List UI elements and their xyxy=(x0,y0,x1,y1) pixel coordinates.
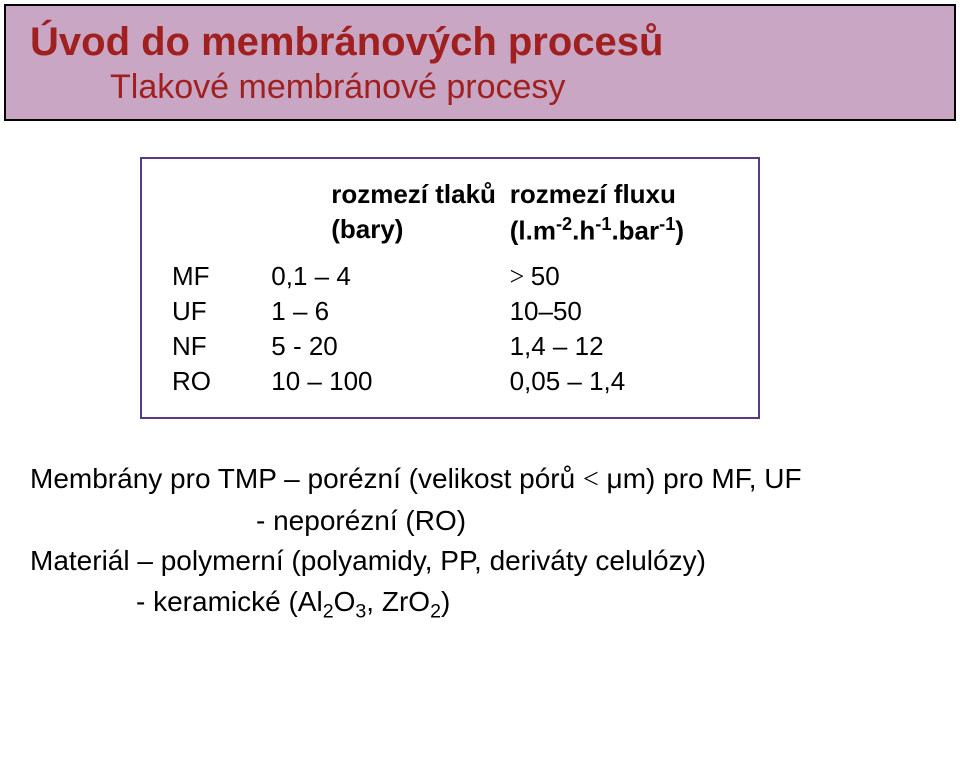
page-subtitle: Tlakové membránové procesy xyxy=(30,68,930,107)
hdr-flux-end: ) xyxy=(675,216,684,246)
table-row: UF 1 – 6 10–50 xyxy=(172,294,728,329)
table-row: MF 0,1 – 4 > 50 xyxy=(172,259,728,294)
table-row: NF 5 - 20 1,4 – 12 xyxy=(172,329,728,364)
table-header-pressure: rozmezí tlaků (bary) xyxy=(271,177,510,249)
hdr-flux-exp2: -1 xyxy=(595,214,611,234)
body-line1-mu: μ xyxy=(599,463,623,494)
body-line4-mid2: , ZrO xyxy=(366,586,430,617)
cell-flux: > 50 xyxy=(510,259,728,294)
body-line-1: Membrány pro TMP – porézní (velikost pór… xyxy=(30,459,960,501)
body-line1-post: m) pro MF, UF xyxy=(623,463,802,494)
table-row: RO 10 – 100 0,05 – 1,4 xyxy=(172,364,728,399)
hdr-flux-exp1: -2 xyxy=(556,214,572,234)
body-line-4: - keramické (Al2O3, ZrO2) xyxy=(30,582,960,626)
cell-process: NF xyxy=(172,329,271,364)
cell-flux: 0,05 – 1,4 xyxy=(510,364,728,399)
cell-flux: 1,4 – 12 xyxy=(510,329,728,364)
page-title: Úvod do membránových procesů xyxy=(30,18,930,66)
cell-flux-val: 50 xyxy=(531,261,560,291)
cell-process: MF xyxy=(172,259,271,294)
body-text: Membrány pro TMP – porézní (velikost pór… xyxy=(30,459,960,626)
cell-pressure: 1 – 6 xyxy=(271,294,509,329)
body-line-3: Materiál – polymerní (polyamidy, PP, der… xyxy=(30,541,960,582)
body-line-2: - neporézní (RO) xyxy=(30,501,960,542)
hdr-flux-exp3: -1 xyxy=(659,214,675,234)
table-header-col1 xyxy=(172,177,271,249)
cell-pressure: 10 – 100 xyxy=(271,364,509,399)
cell-flux: 10–50 xyxy=(510,294,728,329)
pressure-flux-table: rozmezí tlaků (bary) rozmezí fluxu (l.m-… xyxy=(140,157,760,419)
cell-pressure: 5 - 20 xyxy=(271,329,509,364)
body-line1-lt: < xyxy=(583,464,599,495)
table-header-flux: rozmezí fluxu (l.m-2.h-1.bar-1) xyxy=(510,177,728,249)
cell-pressure: 0,1 – 4 xyxy=(271,259,509,294)
body-line4-s1: 2 xyxy=(323,601,334,623)
body-line4-s3: 2 xyxy=(430,601,441,623)
title-header: Úvod do membránových procesů Tlakové mem… xyxy=(4,4,956,121)
cell-process: UF xyxy=(172,294,271,329)
cell-process: RO xyxy=(172,364,271,399)
hdr-flux-mid: .h xyxy=(572,216,595,246)
body-line4-pre: - keramické (Al xyxy=(136,586,323,617)
body-line1-pre: Membrány pro TMP – porézní (velikost pór… xyxy=(30,463,583,494)
table-header-row: rozmezí tlaků (bary) rozmezí fluxu (l.m-… xyxy=(172,177,728,249)
body-line4-mid1: O xyxy=(334,586,356,617)
hdr-flux-post: .bar xyxy=(611,216,659,246)
body-line4-s2: 3 xyxy=(355,601,366,623)
cell-flux-sym: > xyxy=(510,262,531,291)
body-line4-end: ) xyxy=(441,586,450,617)
